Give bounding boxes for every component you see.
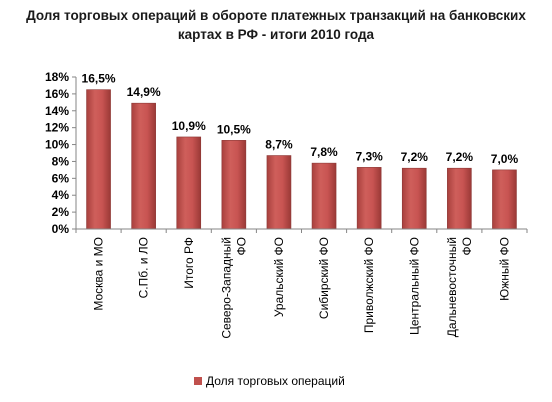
chart-title-line-2: картах в РФ - итоги 2010 года (177, 27, 375, 42)
x-category-label: Центральный ФО (407, 237, 421, 335)
x-category-label: Дальневосточный (445, 237, 459, 337)
y-tick-label: 16% (45, 87, 69, 101)
bar (447, 167, 472, 230)
x-category-label: Итого РФ (182, 237, 196, 289)
x-category-label: С.Пб. и ЛО (137, 237, 151, 298)
y-tick-label: 4% (52, 188, 70, 202)
data-label: 7,3% (355, 149, 383, 163)
legend-swatch (194, 377, 202, 385)
bar (401, 167, 427, 230)
y-tick-label: 18% (45, 70, 69, 84)
y-tick-label: 0% (52, 222, 70, 236)
bar (86, 89, 111, 230)
y-tick-label: 8% (52, 154, 70, 168)
data-label: 7,2% (446, 150, 474, 164)
x-category-label: Уральский ФО (272, 237, 286, 317)
data-label: 16,5% (82, 72, 116, 86)
data-label: 8,7% (265, 138, 293, 152)
bar (221, 140, 247, 230)
x-category-label: Северо-Западный (219, 237, 233, 339)
x-category-label: Сибирский ФО (317, 237, 331, 319)
bar (492, 169, 517, 230)
y-tick-label: 10% (45, 138, 69, 152)
chart-title-line-1: Доля торговых операций в обороте платежн… (26, 8, 526, 23)
data-label: 7,8% (310, 145, 338, 159)
data-label: 10,9% (172, 119, 206, 133)
y-tick-label: 14% (45, 104, 69, 118)
bar (131, 102, 156, 230)
bar (311, 162, 337, 230)
bars: 16,5% 14,9% 10,9% 10,5% 8,7% 7,8% 7,3% 7,2% 7,2%… (82, 72, 519, 230)
y-tick-label: 2% (52, 205, 70, 219)
x-category-label: ФО (234, 237, 248, 255)
data-label: 14,9% (127, 85, 161, 99)
bar (266, 155, 292, 230)
x-category-label: Москва и МО (92, 237, 106, 311)
bar (176, 136, 202, 230)
legend-label: Доля торговых операций (206, 374, 345, 388)
y-tick-label: 12% (45, 121, 69, 135)
y-tick-label: 6% (52, 171, 70, 185)
chart-title: Доля торговых операций в обороте платежн… (0, 6, 552, 44)
x-axis: Москва и МО С.Пб. и ЛО Итого РФ Северо-Запа… (75, 228, 528, 339)
y-axis: 0% 2% 4% 6% 8% 10% 12% 14% 16% 18% (45, 70, 77, 236)
data-label: 7,0% (491, 152, 519, 166)
x-category-label: Южный ФО (497, 237, 511, 301)
legend: Доля торговых операций (194, 374, 345, 388)
bar (356, 167, 382, 230)
x-category-label: ФО (460, 237, 474, 255)
data-label: 10,5% (217, 122, 251, 136)
data-label: 7,2% (401, 150, 429, 164)
x-category-label: Приволжский ФО (362, 237, 376, 333)
